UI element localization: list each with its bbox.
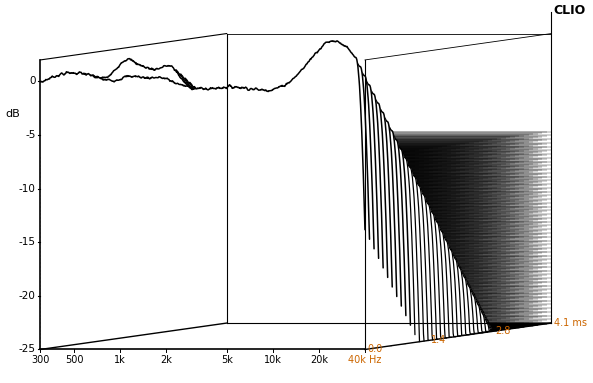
Text: 2.8: 2.8	[495, 326, 510, 336]
Text: 500: 500	[65, 355, 84, 365]
Text: 40k Hz: 40k Hz	[348, 355, 382, 365]
Text: dB: dB	[5, 108, 20, 119]
Text: 300: 300	[31, 355, 50, 365]
Text: -5: -5	[25, 130, 36, 140]
Text: 4.1 ms: 4.1 ms	[554, 318, 587, 328]
Text: 5k: 5k	[221, 355, 233, 365]
Text: 2k: 2k	[160, 355, 172, 365]
Text: 1.4: 1.4	[431, 336, 447, 345]
Text: CLIO: CLIO	[553, 3, 585, 16]
Text: -10: -10	[18, 183, 36, 193]
Text: 10k: 10k	[264, 355, 282, 365]
Text: 20k: 20k	[310, 355, 328, 365]
Text: 1k: 1k	[114, 355, 126, 365]
Text: 0: 0	[29, 76, 36, 87]
Text: 0.0: 0.0	[368, 344, 383, 354]
Text: -25: -25	[18, 344, 36, 354]
Text: -15: -15	[18, 237, 36, 247]
Text: -20: -20	[18, 291, 36, 301]
